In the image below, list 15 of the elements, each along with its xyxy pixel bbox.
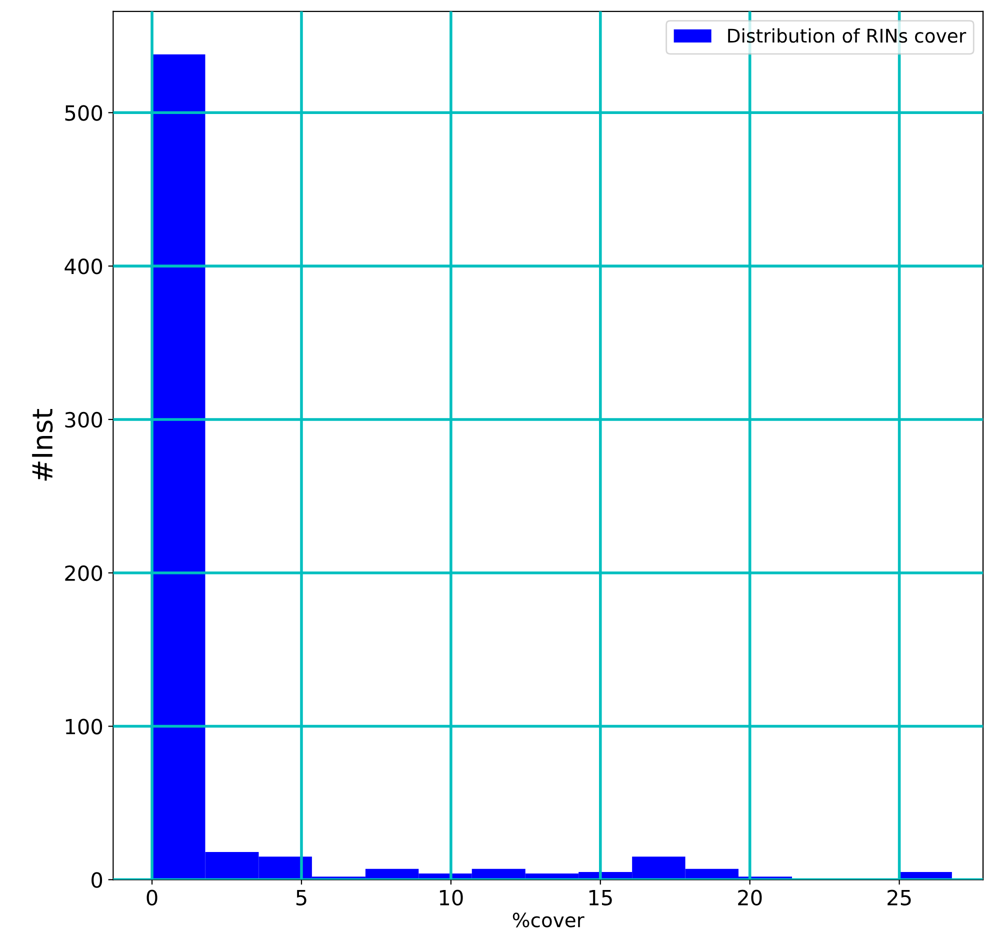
y-tick-label: 400 [64,258,102,274]
y-tick-label: 300 [65,412,102,428]
y-tick-label: 200 [65,565,102,582]
x-tick-label: 10 [440,890,463,906]
x-tick-label: 5 [296,890,306,906]
x-tick-label: 0 [146,890,158,906]
y-tick-label: 0 [92,872,102,888]
x-tick-label: 15 [589,890,612,906]
y-axis-title: #Inst [32,408,53,481]
legend-label: Distribution of RINs cover [728,28,966,43]
x-tick-label: 20 [738,890,762,906]
y-tick-label: 100 [66,718,102,734]
x-tick-label: 25 [888,890,911,906]
y-tick-label: 500 [65,105,102,121]
x-axis-title: %cover [512,912,584,928]
